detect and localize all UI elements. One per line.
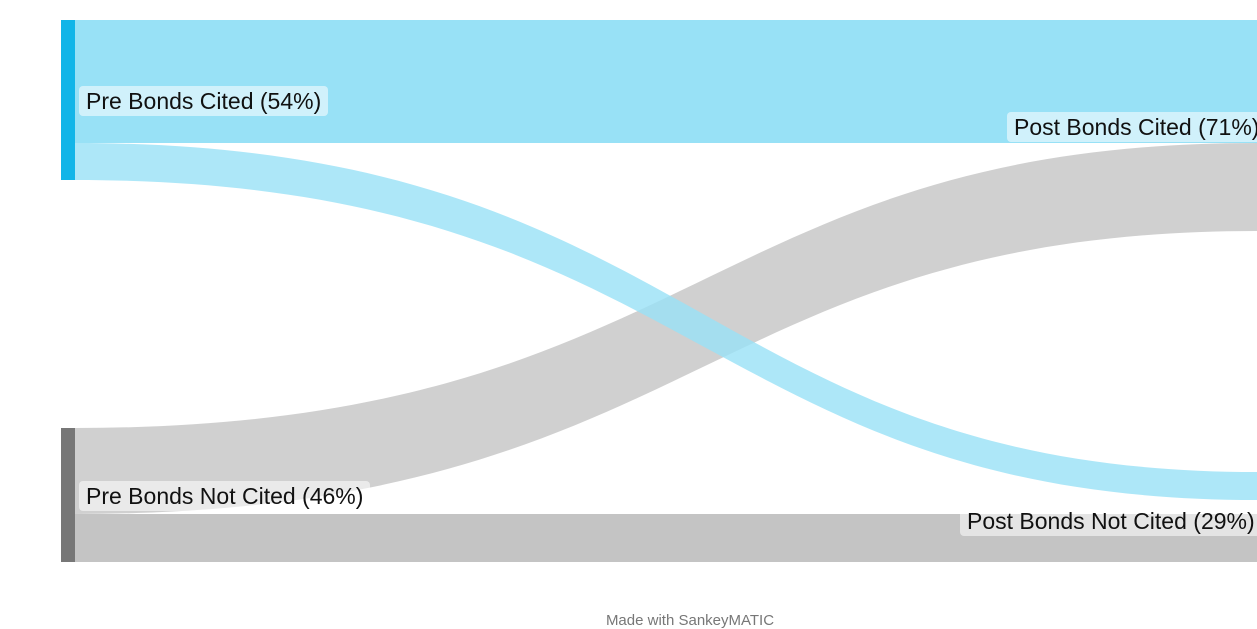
flow-pre-cited-to-post-not-cited: [75, 143, 1257, 500]
label-pre-bonds-not-cited: Pre Bonds Not Cited (46%): [79, 481, 371, 511]
label-pre-bonds-cited: Pre Bonds Cited (54%): [79, 86, 329, 116]
node-bar-pre-bonds-cited: [61, 20, 75, 180]
flow-pre-cited-to-post-cited: [75, 20, 1257, 143]
credit-footer: Made with SankeyMATIC: [605, 612, 775, 629]
label-post-bonds-not-cited: Post Bonds Not Cited (29%): [960, 506, 1257, 536]
node-bar-pre-bonds-not-cited: [61, 428, 75, 562]
flow-pre-not-cited-to-post-cited: [75, 143, 1257, 514]
label-post-bonds-cited: Post Bonds Cited (71%): [1007, 112, 1257, 142]
